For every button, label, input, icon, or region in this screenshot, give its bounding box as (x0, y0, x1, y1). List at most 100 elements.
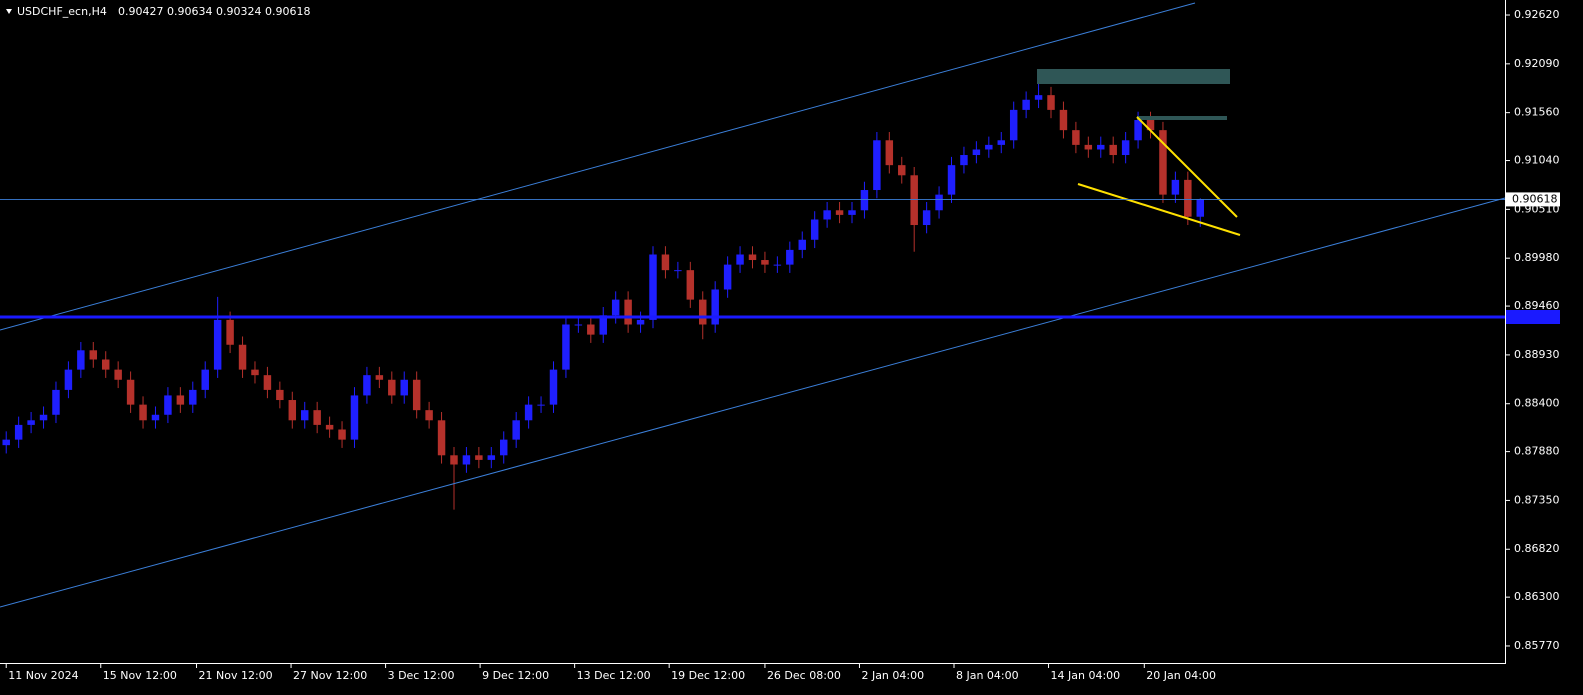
candle-body (39, 414, 48, 421)
candle-body (848, 210, 856, 215)
candle-body (960, 155, 968, 166)
y-tick-label: 0.86300 (1514, 590, 1560, 603)
candle-body (922, 210, 931, 226)
x-tick-label: 26 Dec 08:00 (767, 669, 841, 682)
candle-body (276, 389, 284, 401)
support-price-box (1506, 310, 1560, 324)
candle-body (89, 350, 98, 360)
candle-body (487, 455, 496, 460)
candle-body (363, 375, 371, 396)
candle-body (823, 210, 831, 220)
candle-body (425, 410, 433, 421)
channel-upper (0, 2, 1196, 331)
y-tick-label: 0.87350 (1514, 493, 1560, 506)
candle-body (1159, 130, 1167, 195)
candle-body (699, 299, 707, 325)
candle-body (375, 375, 384, 380)
symbol: USDCHF_ecn,H4 (17, 5, 107, 18)
candle-body (288, 400, 297, 421)
candle-body (151, 414, 160, 421)
wedge-upper (1136, 116, 1238, 218)
y-tick-label: 0.87880 (1514, 445, 1560, 458)
candle-body (1121, 140, 1130, 156)
candle-body (587, 324, 595, 335)
candle-body (661, 254, 670, 271)
candle-body (748, 254, 757, 261)
candle-body (64, 369, 73, 390)
candle-body (1097, 144, 1105, 150)
price-box (1506, 192, 1560, 207)
candle-body (1047, 95, 1055, 110)
y-tick-label: 0.88400 (1514, 397, 1560, 410)
candle-body (599, 315, 607, 335)
candle-body (873, 140, 881, 191)
candle-body (114, 369, 122, 380)
zone-lower (1137, 116, 1227, 120)
candle-body (139, 404, 147, 421)
candle-body (524, 404, 533, 421)
candle-body (537, 404, 545, 406)
x-tick-label: 8 Jan 04:00 (956, 669, 1019, 682)
y-tick-label: 0.85770 (1514, 639, 1560, 652)
candle-body (27, 420, 35, 425)
candle-body (189, 389, 197, 405)
candle-body (164, 395, 172, 415)
plot-area (2, 81, 1204, 510)
candle-body (574, 324, 583, 326)
y-tick-label: 0.88930 (1514, 348, 1560, 361)
x-tick-label: 27 Nov 12:00 (293, 669, 367, 682)
candle-body (910, 175, 918, 226)
candle-body (263, 375, 272, 390)
candle-body (1146, 120, 1155, 131)
candle-body (313, 410, 321, 425)
x-tick-label: 9 Dec 12:00 (482, 669, 549, 682)
candle-body (562, 324, 570, 370)
candle-body (500, 439, 508, 456)
candle-body (985, 144, 993, 150)
candle-body (52, 389, 60, 415)
candle-body (412, 379, 421, 411)
high: 0.90634 (167, 5, 213, 18)
candle-body (835, 210, 844, 215)
candle-body (636, 319, 645, 325)
candle-body (1072, 130, 1080, 145)
menu-arrow[interactable] (6, 9, 12, 14)
candle-body (450, 455, 458, 465)
x-tick-label: 15 Nov 12:00 (103, 669, 177, 682)
y-tick-label: 0.89460 (1514, 299, 1560, 312)
candle-body (1196, 199, 1204, 217)
y-tick-label: 0.91560 (1514, 106, 1560, 119)
candle-body (997, 140, 1005, 145)
candle-body (213, 319, 222, 370)
candle-body (1034, 95, 1043, 100)
candle-body (947, 165, 956, 195)
candle-body (898, 165, 906, 176)
y-tick-label: 0.92090 (1514, 57, 1560, 70)
candle-body (1009, 109, 1018, 141)
open: 0.90427 (118, 5, 164, 18)
candle-body (176, 395, 185, 405)
candle-body (860, 190, 869, 211)
candle-body (736, 254, 744, 265)
x-tick-label: 11 Nov 2024 (8, 669, 78, 682)
candle-body (77, 350, 85, 370)
candle-body (201, 369, 209, 390)
x-tick-label: 21 Nov 12:00 (199, 669, 273, 682)
channel-lower (0, 197, 1506, 608)
x-tick-label: 20 Jan 04:00 (1146, 669, 1216, 682)
candle-body (338, 429, 346, 440)
y-tick-label: 0.91040 (1514, 154, 1560, 167)
candle-body (885, 140, 894, 166)
candle-body (1109, 144, 1117, 156)
candle-body (972, 149, 981, 156)
close: 0.90618 (265, 5, 311, 18)
candle-body (462, 455, 471, 465)
candle-body (512, 420, 520, 440)
candle-body (437, 420, 446, 456)
candle-body (611, 299, 620, 316)
candle-body (810, 219, 819, 240)
candle-body (624, 299, 632, 325)
